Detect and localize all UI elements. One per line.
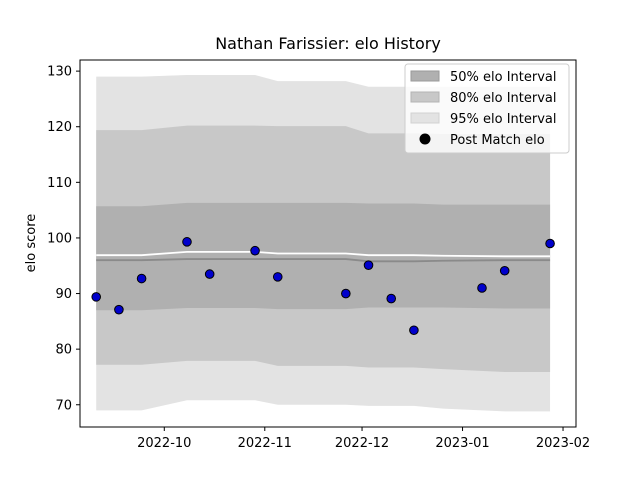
y-tick-label-6: 130 [47, 65, 72, 80]
elo-point-0 [91, 292, 102, 302]
legend-label-3: Post Match elo [450, 133, 545, 148]
legend-swatch-band_80 [410, 91, 440, 103]
elo-point-4 [204, 269, 215, 279]
y-tick-label-4: 110 [47, 176, 72, 191]
plot-area [91, 75, 555, 412]
elo-point-11 [477, 283, 487, 293]
elo-point-7 [341, 288, 351, 299]
y-tick-label-1: 80 [55, 343, 72, 358]
elo-point-3 [182, 237, 192, 247]
elo-point-13 [545, 238, 555, 249]
legend: 50% elo Interval 80% elo Interval 95% elo … [404, 63, 570, 154]
y-tick-label-5: 120 [47, 120, 72, 135]
legend-swatch-band_95 [410, 112, 440, 124]
elo-point-8 [363, 260, 374, 270]
band-50-interval [96, 202, 551, 311]
chart-title: Nathan Farissier: elo History [215, 34, 441, 53]
x-tick-label-1: 2022-11 [238, 436, 292, 451]
legend-marker-post-match [419, 133, 431, 145]
x-tick-label-0: 2022-10 [137, 436, 191, 451]
elo-point-2 [136, 273, 147, 284]
elo-point-5 [250, 245, 260, 256]
y-axis-title: elo score [24, 214, 39, 273]
legend-label-1: 80% elo Interval [450, 91, 557, 106]
median-line [96, 258, 551, 263]
elo-point-6 [272, 272, 283, 282]
legend-swatch-band_50 [410, 70, 440, 82]
elo-point-12 [499, 265, 510, 276]
y-tick-label-3: 100 [47, 231, 72, 246]
mean-line [96, 250, 551, 258]
plot-frame [79, 59, 577, 428]
legend-label-0: 50% elo Interval [450, 70, 557, 85]
elo-point-1 [114, 304, 124, 315]
x-tick-label-4: 2023-02 [536, 436, 590, 451]
legend-label-2: 95% elo Interval [450, 112, 557, 127]
y-tick-label-0: 70 [55, 398, 72, 413]
x-tick-label-2: 2022-12 [335, 436, 389, 451]
legend-box [404, 63, 570, 154]
elo-point-10 [409, 325, 419, 336]
y-tick-label-2: 90 [55, 287, 72, 302]
elo-point-9 [386, 293, 397, 304]
axes: 70 80 90 100 110 120 130 2022-10 2022-11 2022-12 2… [47, 59, 590, 451]
x-tick-label-3: 2023-01 [435, 436, 489, 451]
